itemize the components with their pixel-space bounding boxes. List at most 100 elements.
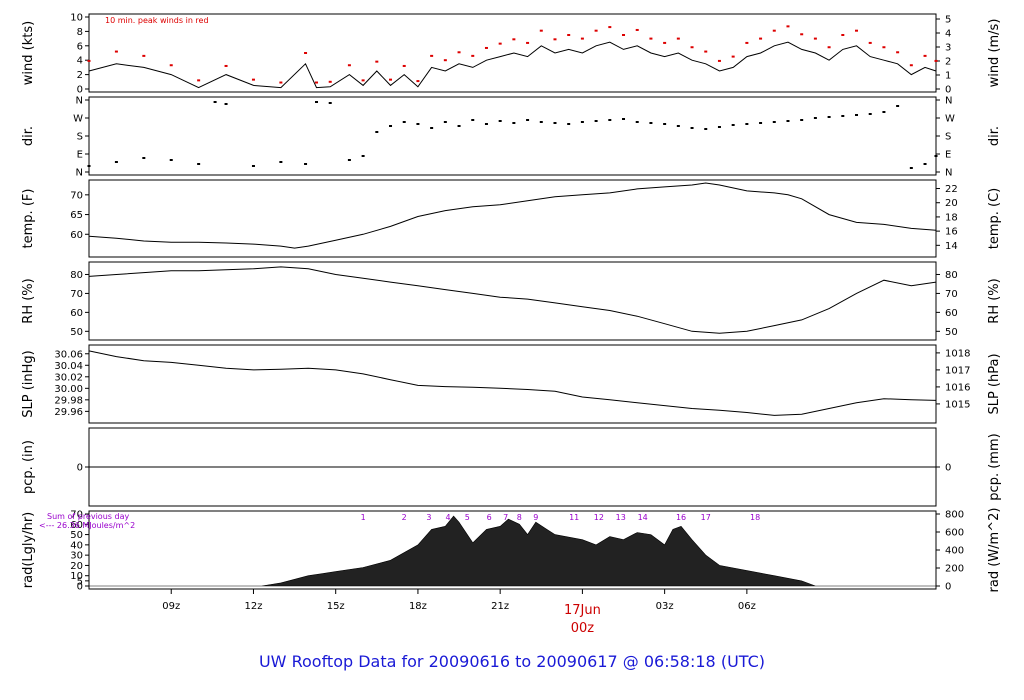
solar-hour-mark: 3 [426, 513, 431, 522]
y-tick-label-left: 30.04 [54, 361, 83, 372]
peak-wind-marker [402, 64, 406, 67]
direction-point [213, 101, 217, 103]
peak-wind-marker [745, 41, 749, 44]
direction-point [416, 123, 420, 125]
direction-point [608, 119, 612, 121]
y-axis-label-right: temp. (C) [987, 188, 1002, 250]
y-tick-label-left: 8 [77, 27, 83, 38]
peak-wind-marker [690, 46, 694, 49]
direction-point [114, 161, 118, 163]
date-marker-label: 17Jun [564, 603, 601, 618]
peak-wind-marker [471, 54, 475, 57]
peak-wind-marker [635, 28, 639, 31]
direction-point [827, 116, 831, 118]
y-tick-label-right: 70 [945, 289, 958, 300]
radiation-area [89, 515, 936, 587]
solar-hour-mark: 12 [594, 513, 604, 522]
y-tick-label-left: 0 [77, 85, 83, 96]
peak-wind-marker [224, 64, 228, 67]
y-tick-label-right: 16 [945, 227, 958, 238]
direction-point [676, 125, 680, 127]
footer-title: UW Rooftop Data for 20090616 to 20090617… [259, 652, 765, 671]
direction-point [745, 123, 749, 125]
series-line-rh [88, 266, 937, 334]
peak-wind-marker [813, 37, 817, 40]
peak-wind-marker [553, 38, 557, 41]
y-tick-label-right: 0 [945, 582, 951, 593]
peak-wind-note: 10 min. peak winds in red [105, 16, 209, 25]
y-axis-label-left: SLP (inHg) [21, 350, 36, 418]
direction-point [169, 159, 173, 161]
y-tick-label-left: N [76, 168, 83, 179]
solar-hour-mark: 16 [676, 513, 686, 522]
panel-frame [88, 344, 937, 424]
series-line-wind [88, 41, 937, 89]
direction-point [389, 125, 393, 127]
x-tick-label: 15z [327, 601, 345, 612]
direction-point [717, 126, 721, 128]
peak-wind-marker [443, 59, 447, 62]
peak-wind-marker [800, 33, 804, 36]
panel-radiation: rad(Lgly/hr) rad (W/m^2)05102030405060700… [21, 508, 1002, 593]
peak-wind-marker [142, 54, 146, 57]
y-tick-label-right: 50 [945, 327, 958, 338]
y-axis-label-left: dir. [21, 126, 36, 146]
peak-wind-marker [512, 38, 516, 41]
y-axis-label-right: dir. [987, 126, 1002, 146]
peak-wind-marker [539, 29, 543, 32]
y-tick-label-right: 1 [945, 71, 951, 82]
direction-point [813, 117, 817, 119]
direction-point [896, 105, 900, 107]
y-tick-label-right: N [945, 168, 952, 179]
direction-point [361, 155, 365, 157]
direction-point [567, 123, 571, 125]
solar-hour-mark: 6 [487, 513, 492, 522]
y-tick-label-right: 2 [945, 57, 951, 68]
direction-point [347, 159, 351, 161]
y-tick-label-left: 0 [77, 463, 83, 474]
direction-point [690, 127, 694, 129]
peak-wind-marker [87, 59, 91, 62]
y-tick-label-right: 18 [945, 212, 958, 223]
peak-wind-marker [279, 81, 283, 84]
y-tick-label-right: E [945, 150, 951, 161]
peak-wind-marker [717, 59, 721, 62]
radiation-sum-note: <--- 26.36 MJoules/m^2 [39, 521, 135, 530]
direction-point [224, 103, 228, 105]
direction-point [731, 124, 735, 126]
direction-point [526, 119, 530, 121]
direction-point [279, 161, 283, 163]
peak-wind-marker [114, 50, 118, 53]
direction-point [512, 122, 516, 124]
y-axis-label-left: pcp. (in) [21, 440, 36, 494]
peak-wind-marker [608, 26, 612, 29]
peak-wind-marker [347, 64, 351, 67]
panel-frame [88, 261, 937, 341]
peak-wind-marker [622, 34, 626, 36]
y-tick-label-left: 30.02 [54, 372, 83, 383]
direction-point [635, 121, 639, 123]
x-tick-label: 09z [162, 601, 180, 612]
peak-wind-marker [315, 81, 319, 84]
y-tick-label-right: 60 [945, 308, 958, 319]
peak-wind-marker [457, 51, 461, 54]
peak-wind-marker [416, 80, 420, 83]
y-axis-label-right: RH (%) [987, 278, 1002, 323]
y-tick-label-right: 22 [945, 184, 958, 195]
y-tick-label-left: 80 [70, 270, 83, 281]
x-tick-label: 00z [571, 621, 595, 636]
peak-wind-marker [197, 79, 201, 82]
y-tick-label-right: S [945, 132, 951, 143]
solar-hour-mark: 8 [517, 513, 522, 522]
solar-hour-mark: 11 [569, 513, 579, 522]
direction-point [649, 122, 653, 124]
peak-wind-marker [649, 37, 653, 40]
solar-hour-mark: 5 [465, 513, 470, 522]
direction-point [328, 102, 332, 104]
series-line-pressure [88, 350, 937, 416]
peak-wind-marker [827, 46, 831, 49]
y-tick-label-left: 10 [70, 13, 83, 24]
y-axis-label-right: rad (W/m^2) [987, 508, 1002, 593]
direction-point [772, 121, 776, 123]
y-tick-label-left: 30.00 [54, 384, 83, 395]
